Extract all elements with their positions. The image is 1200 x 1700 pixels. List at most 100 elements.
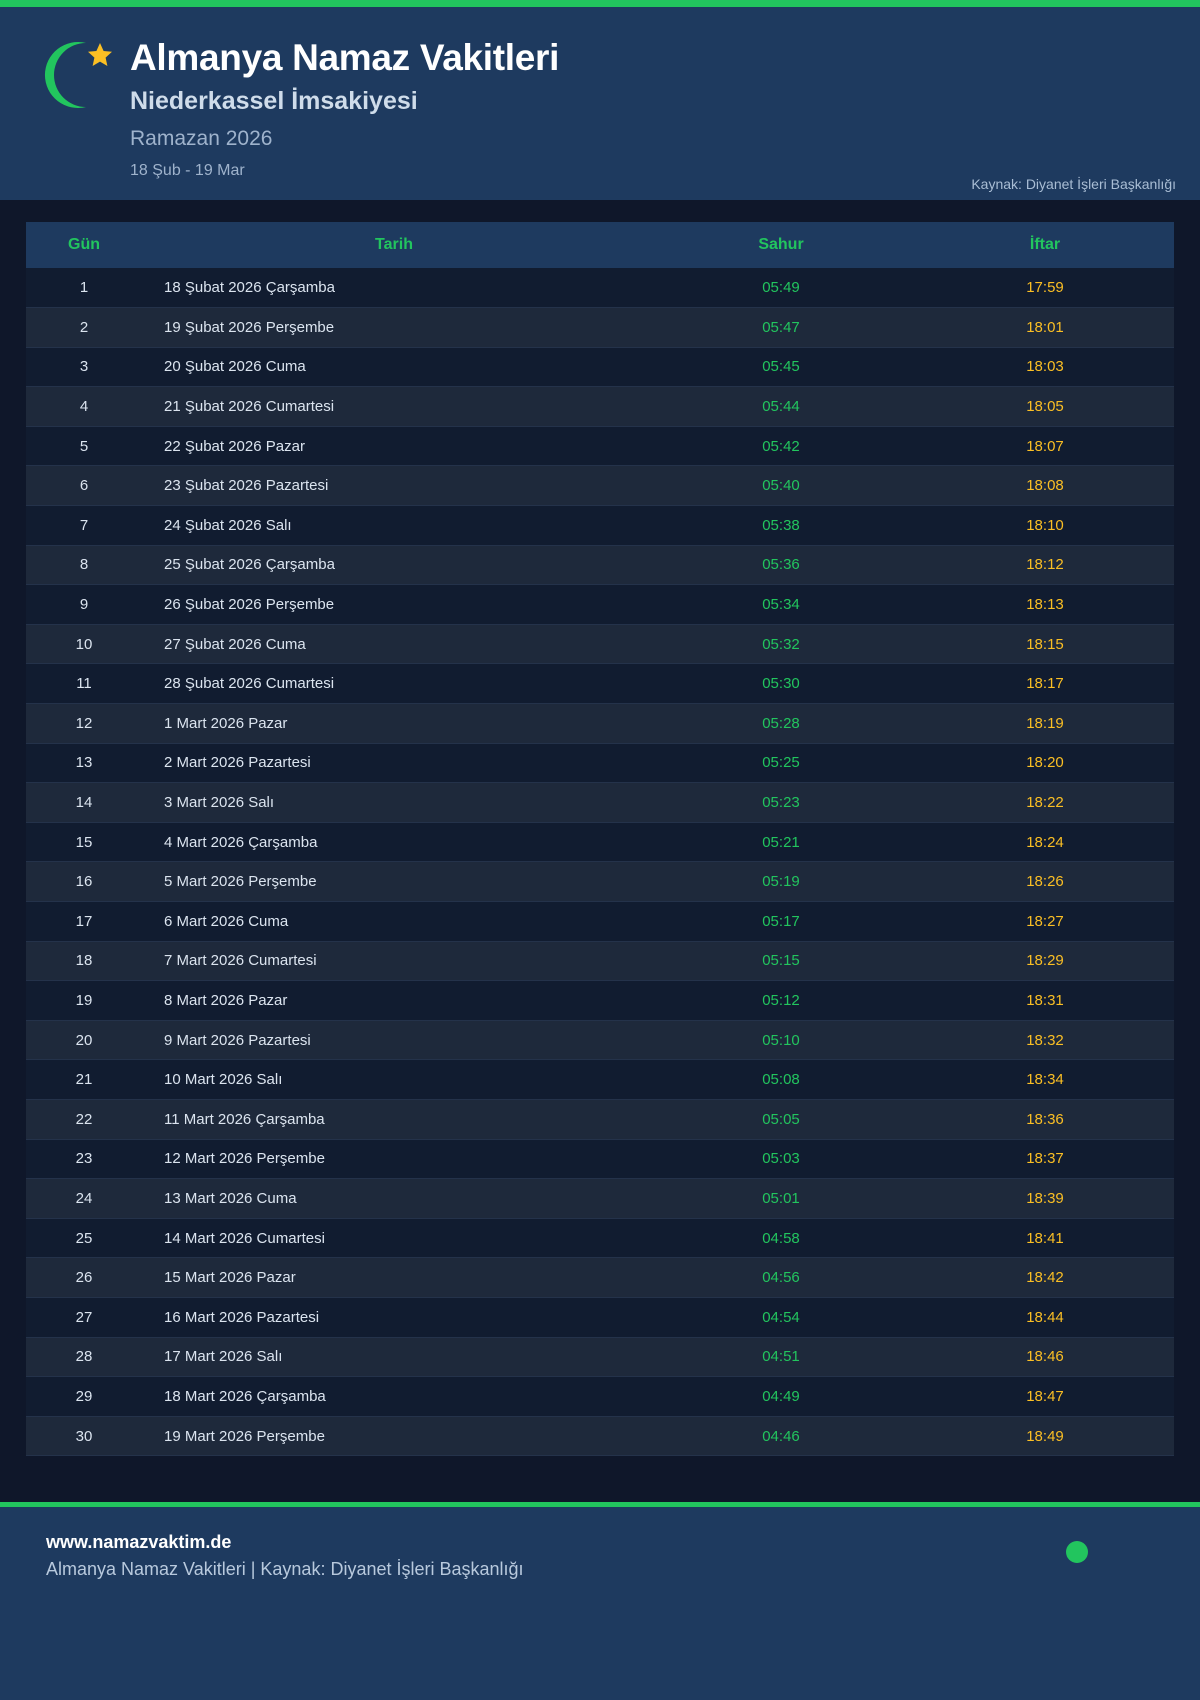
- table-row: 23 12 Mart 2026 Perşembe 05:03 18:37: [26, 1139, 1174, 1179]
- table-row: 19 8 Mart 2026 Pazar 05:12 18:31: [26, 980, 1174, 1021]
- cell-gun: 10: [75, 635, 93, 653]
- table-row: 12 1 Mart 2026 Pazar 05:28 18:19: [26, 703, 1174, 744]
- table-row: 4 21 Şubat 2026 Cumartesi 05:44 18:05: [26, 386, 1174, 427]
- cell-gun: 20: [75, 1031, 93, 1049]
- date-range-label: 18 Şub - 19 Mar: [130, 162, 245, 180]
- cell-iftar: 18:17: [1026, 675, 1064, 693]
- cell-sahur: 05:34: [762, 596, 800, 614]
- cell-iftar: 18:03: [1026, 358, 1064, 376]
- cell-gun: 26: [75, 1269, 93, 1287]
- cell-sahur: 04:54: [762, 1308, 800, 1326]
- cell-tarih: 21 Şubat 2026 Cumartesi: [164, 398, 335, 416]
- cell-tarih: 7 Mart 2026 Cumartesi: [164, 952, 317, 970]
- table-row: 25 14 Mart 2026 Cumartesi 04:58 18:41: [26, 1218, 1174, 1258]
- column-header-iftar: İftar: [916, 222, 1174, 268]
- table-row: 17 6 Mart 2026 Cuma 05:17 18:27: [26, 901, 1174, 942]
- cell-tarih: 6 Mart 2026 Cuma: [164, 912, 289, 930]
- table-row: 29 18 Mart 2026 Çarşamba 04:49 18:47: [26, 1376, 1174, 1417]
- cell-gun: 19: [75, 991, 93, 1009]
- cell-iftar: 18:20: [1026, 754, 1064, 772]
- cell-tarih: 18 Şubat 2026 Çarşamba: [164, 279, 335, 297]
- page-header: Almanya Namaz Vakitleri Niederkassel İms…: [0, 7, 1200, 200]
- cell-iftar: 18:15: [1026, 635, 1064, 653]
- cell-iftar: 18:36: [1026, 1110, 1064, 1128]
- cell-iftar: 18:27: [1026, 912, 1064, 930]
- table-row: 24 13 Mart 2026 Cuma 05:01 18:39: [26, 1178, 1174, 1219]
- cell-gun: 6: [79, 477, 89, 495]
- column-header-tarih: Tarih: [142, 222, 646, 268]
- cell-iftar: 18:19: [1026, 714, 1064, 732]
- cell-tarih: 9 Mart 2026 Pazartesi: [164, 1031, 311, 1049]
- table-row: 18 7 Mart 2026 Cumartesi 05:15 18:29: [26, 941, 1174, 981]
- cell-iftar: 18:12: [1026, 556, 1064, 574]
- cell-gun: 12: [75, 714, 93, 732]
- cell-tarih: 15 Mart 2026 Pazar: [164, 1269, 296, 1287]
- cell-tarih: 11 Mart 2026 Çarşamba: [164, 1110, 325, 1128]
- prayer-times-table-wrap: Gün Tarih Sahur İftar 1 18 Şubat 2026 Çar…: [0, 200, 1200, 1500]
- cell-sahur: 05:30: [762, 675, 800, 693]
- cell-gun: 15: [75, 833, 93, 851]
- cell-gun: 27: [75, 1308, 93, 1326]
- cell-tarih: 18 Mart 2026 Çarşamba: [164, 1387, 326, 1405]
- cell-iftar: 18:13: [1026, 596, 1064, 614]
- table-row: 3 20 Şubat 2026 Cuma 05:45 18:03: [26, 347, 1174, 387]
- cell-gun: 13: [75, 754, 93, 772]
- cell-tarih: 3 Mart 2026 Salı: [164, 794, 275, 812]
- cell-gun: 18: [75, 952, 93, 970]
- table-row: 1 18 Şubat 2026 Çarşamba 05:49 17:59: [26, 268, 1174, 308]
- cell-sahur: 05:40: [762, 477, 800, 495]
- cell-tarih: 8 Mart 2026 Pazar: [164, 991, 288, 1009]
- cell-iftar: 18:24: [1026, 833, 1064, 851]
- table-row: 26 15 Mart 2026 Pazar 04:56 18:42: [26, 1257, 1174, 1298]
- status-dot-icon: [1066, 1541, 1088, 1563]
- cell-iftar: 18:46: [1026, 1348, 1064, 1366]
- cell-sahur: 05:12: [762, 991, 800, 1009]
- cell-tarih: 26 Şubat 2026 Perşembe: [164, 596, 335, 614]
- footer-site-link[interactable]: www.namazvaktim.de: [46, 1532, 232, 1552]
- cell-iftar: 18:39: [1026, 1189, 1064, 1207]
- cell-sahur: 05:36: [762, 556, 800, 574]
- cell-tarih: 23 Şubat 2026 Pazartesi: [164, 477, 329, 495]
- cell-sahur: 05:21: [762, 833, 800, 851]
- cell-iftar: 18:32: [1026, 1031, 1064, 1049]
- cell-tarih: 14 Mart 2026 Cumartesi: [164, 1229, 325, 1247]
- cell-sahur: 04:51: [762, 1348, 800, 1366]
- table-row: 7 24 Şubat 2026 Salı 05:38 18:10: [26, 505, 1174, 546]
- cell-gun: 7: [79, 516, 89, 534]
- cell-sahur: 05:38: [762, 516, 800, 534]
- cell-gun: 16: [75, 873, 93, 891]
- table-row: 9 26 Şubat 2026 Perşembe 05:34 18:13: [26, 584, 1174, 625]
- table-row: 16 5 Mart 2026 Perşembe 05:19 18:26: [26, 861, 1174, 902]
- cell-sahur: 05:47: [762, 318, 800, 336]
- table-row: 6 23 Şubat 2026 Pazartesi 05:40 18:08: [26, 465, 1174, 506]
- cell-tarih: 19 Şubat 2026 Perşembe: [164, 318, 335, 336]
- cell-gun: 21: [75, 1071, 93, 1089]
- cell-sahur: 04:49: [762, 1387, 800, 1405]
- top-accent-bar: [0, 0, 1200, 7]
- cell-tarih: 19 Mart 2026 Perşembe: [164, 1427, 325, 1445]
- page-title: Almanya Namaz Vakitleri: [130, 37, 560, 78]
- cell-iftar: 18:26: [1026, 873, 1064, 891]
- cell-iftar: 18:10: [1026, 516, 1064, 534]
- cell-iftar: 17:59: [1026, 279, 1064, 297]
- column-header-gun: Gün: [26, 222, 142, 268]
- cell-iftar: 18:01: [1026, 318, 1064, 336]
- cell-iftar: 18:47: [1026, 1387, 1064, 1405]
- crescent-moon-star-icon: [24, 29, 124, 119]
- cell-iftar: 18:37: [1026, 1150, 1064, 1168]
- cell-sahur: 05:17: [762, 912, 800, 930]
- cell-sahur: 05:10: [762, 1031, 800, 1049]
- cell-tarih: 4 Mart 2026 Çarşamba: [164, 833, 318, 851]
- cell-sahur: 05:05: [762, 1110, 800, 1128]
- table-row: 2 19 Şubat 2026 Perşembe 05:47 18:01: [26, 307, 1174, 348]
- table-row: 15 4 Mart 2026 Çarşamba 05:21 18:24: [26, 822, 1174, 862]
- cell-tarih: 12 Mart 2026 Perşembe: [164, 1150, 325, 1168]
- cell-gun: 9: [79, 596, 89, 614]
- cell-tarih: 24 Şubat 2026 Salı: [164, 516, 292, 534]
- cell-gun: 3: [79, 358, 89, 376]
- cell-sahur: 05:28: [762, 714, 800, 732]
- table-row: 8 25 Şubat 2026 Çarşamba 05:36 18:12: [26, 545, 1174, 585]
- cell-sahur: 05:45: [762, 358, 800, 376]
- table-row: 27 16 Mart 2026 Pazartesi 04:54 18:44: [26, 1297, 1174, 1338]
